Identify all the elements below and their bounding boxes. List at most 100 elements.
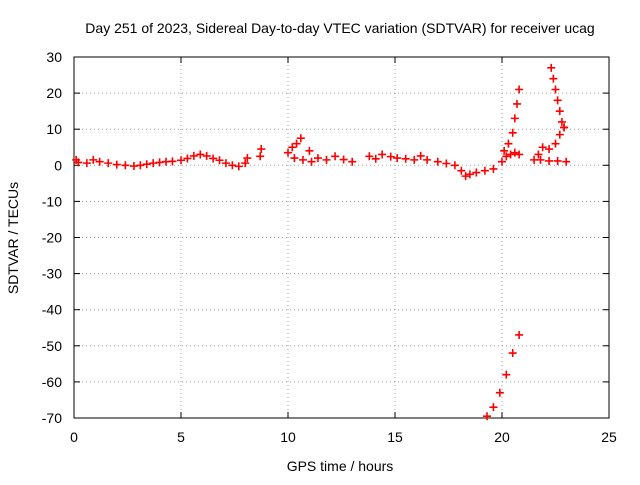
data-point	[307, 157, 316, 166]
data-point	[450, 161, 459, 170]
data-point	[104, 159, 113, 168]
y-tick-label: -50	[42, 338, 62, 354]
data-point	[339, 155, 348, 164]
data-point	[221, 159, 230, 168]
data-point	[189, 151, 198, 160]
data-point	[536, 155, 545, 164]
y-tick-label: -20	[42, 230, 62, 246]
data-point	[553, 156, 562, 165]
data-point	[472, 168, 481, 177]
data-point	[202, 151, 211, 160]
data-point	[433, 157, 442, 166]
data-point	[555, 130, 564, 139]
data-point	[442, 159, 451, 168]
data-point	[196, 150, 205, 159]
data-point	[136, 161, 145, 170]
data-point	[508, 349, 517, 358]
data-point	[290, 154, 299, 163]
data-point	[89, 155, 98, 164]
data-point	[168, 157, 177, 166]
data-point	[416, 151, 425, 160]
data-point	[284, 148, 292, 157]
data-point	[489, 403, 498, 412]
data-point	[489, 164, 498, 173]
y-tick-label: -30	[42, 266, 62, 282]
data-point	[508, 128, 517, 137]
data-point	[348, 157, 357, 166]
data-point	[510, 114, 519, 123]
data-point	[498, 157, 506, 166]
data-point	[393, 154, 402, 163]
data-point	[209, 154, 218, 163]
y-tick-label: -40	[42, 302, 62, 318]
data-point	[515, 150, 524, 159]
data-point	[378, 150, 387, 159]
data-point	[215, 156, 224, 165]
data-point	[296, 134, 305, 143]
axis-ticks	[73, 56, 610, 419]
y-tick-label: -70	[42, 410, 62, 426]
data-point	[298, 155, 307, 164]
data-point	[121, 161, 130, 170]
data-point	[331, 152, 340, 161]
y-tick-label: 10	[46, 121, 62, 137]
y-tick-label: 20	[46, 85, 62, 101]
data-point	[534, 150, 543, 159]
y-tick-label: 30	[46, 49, 62, 65]
data-point	[562, 157, 571, 166]
data-point	[504, 139, 513, 148]
data-point	[313, 154, 322, 163]
data-point	[457, 166, 466, 175]
data-point	[515, 330, 524, 339]
data-point	[288, 143, 297, 152]
data-point	[74, 158, 83, 167]
data-point	[545, 156, 554, 165]
y-tick-label: -10	[42, 193, 62, 209]
data-point	[547, 63, 556, 72]
data-point	[557, 117, 566, 126]
data-point	[305, 146, 314, 155]
x-tick-labels: 0 5 10 15 20 25	[70, 429, 617, 445]
y-tick-label: -60	[42, 374, 62, 390]
x-axis-label: GPS time / hours	[287, 458, 394, 474]
data-point	[506, 150, 515, 159]
data-point	[243, 154, 252, 163]
data-point	[560, 123, 569, 132]
data-point	[228, 161, 237, 170]
data-point	[234, 162, 243, 171]
data-point	[502, 152, 511, 161]
x-tick-label: 10	[280, 429, 296, 445]
data-point	[502, 370, 511, 379]
data-point	[241, 159, 250, 168]
x-tick-label: 0	[70, 429, 78, 445]
x-tick-label: 20	[494, 429, 510, 445]
data-point	[465, 170, 474, 179]
data-points	[72, 63, 571, 421]
data-point	[365, 152, 374, 161]
data-point	[551, 85, 560, 94]
data-point	[538, 143, 547, 152]
data-point	[112, 160, 121, 169]
x-tick-label: 25	[601, 429, 617, 445]
data-point	[510, 148, 519, 157]
data-point	[95, 157, 104, 166]
data-point	[461, 172, 470, 181]
data-point	[495, 388, 504, 397]
data-point	[410, 155, 419, 164]
data-point	[551, 139, 560, 148]
y-axis-label: SDTVAR / TECUs	[5, 182, 21, 294]
y-tick-label: 0	[54, 157, 62, 173]
data-point	[545, 145, 554, 154]
data-point	[555, 107, 564, 116]
data-point	[515, 85, 524, 94]
x-tick-label: 5	[177, 429, 185, 445]
data-point	[500, 146, 509, 155]
data-point	[480, 166, 489, 175]
data-point	[292, 139, 301, 148]
grid-lines	[74, 57, 609, 418]
data-point	[257, 145, 266, 154]
data-point	[401, 154, 410, 163]
data-point	[423, 155, 432, 164]
